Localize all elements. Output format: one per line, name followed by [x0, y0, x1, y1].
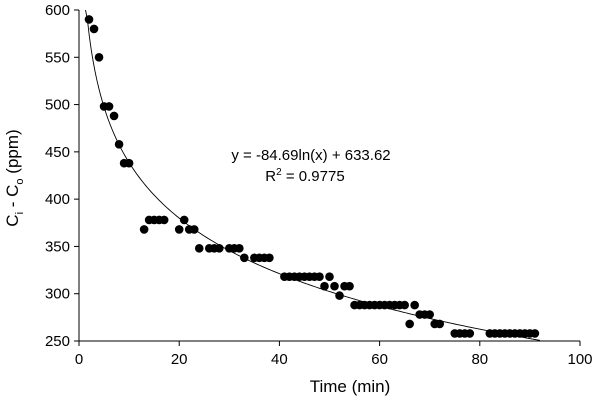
data-point — [214, 244, 224, 253]
data-point — [325, 272, 334, 281]
data-point — [465, 329, 475, 338]
data-point — [139, 225, 149, 234]
data-point — [94, 52, 104, 62]
y-axis-title-mid: - C — [3, 185, 22, 212]
y-tick-label: 550 — [45, 49, 70, 66]
r-squared-prefix: R — [265, 168, 276, 185]
x-axis-title: Time (min) — [310, 377, 391, 396]
y-axis-title: Ci - Co (ppm) — [3, 129, 26, 226]
log-trendline — [85, 9, 540, 341]
data-point — [179, 215, 189, 225]
y-tick-label: 450 — [45, 144, 70, 161]
r-squared-label: R2 = 0.9775 — [265, 167, 344, 185]
data-point — [265, 253, 274, 263]
y-tick-label: 300 — [45, 286, 70, 303]
data-point — [159, 215, 169, 225]
r-squared-value: = 0.9775 — [282, 168, 345, 185]
data-point — [315, 272, 324, 281]
y-axis-title-unit: (ppm) — [3, 129, 22, 178]
data-point — [530, 329, 540, 338]
y-axis-title-sub-i: i — [14, 212, 26, 214]
y-tick-label: 350 — [45, 238, 70, 255]
y-tick-label: 500 — [45, 97, 70, 114]
data-point — [109, 111, 119, 121]
y-axis-title-main: C — [3, 214, 22, 226]
data-point — [84, 15, 94, 24]
x-tick-label: 20 — [171, 351, 188, 368]
r-squared-superscript: 2 — [276, 167, 282, 178]
data-point — [345, 281, 354, 291]
equation-label: y = -84.69ln(x) + 633.62 — [231, 147, 390, 164]
data-point — [194, 244, 204, 253]
x-tick-label: 40 — [271, 351, 288, 368]
data-point — [104, 102, 114, 111]
data-point — [330, 281, 339, 291]
data-point — [124, 158, 134, 168]
data-point — [410, 300, 419, 310]
x-tick-label: 100 — [567, 351, 592, 368]
y-tick-label: 600 — [45, 2, 70, 19]
data-point — [89, 24, 99, 34]
data-point — [235, 244, 244, 253]
x-tick-label: 80 — [471, 351, 488, 368]
data-point — [320, 281, 329, 291]
y-tick-label: 250 — [45, 333, 70, 350]
x-tick-label: 0 — [75, 351, 83, 368]
x-tick-label: 60 — [371, 351, 388, 368]
data-point — [189, 225, 199, 234]
data-point — [114, 139, 124, 149]
data-point — [174, 225, 184, 234]
data-point — [240, 253, 249, 263]
data-point — [435, 319, 445, 329]
y-tick-label: 400 — [45, 191, 70, 208]
data-point — [400, 300, 409, 310]
data-point — [425, 310, 435, 319]
data-point — [405, 319, 414, 329]
y-axis-title-sub-o: o — [14, 178, 26, 184]
data-point — [335, 291, 344, 300]
